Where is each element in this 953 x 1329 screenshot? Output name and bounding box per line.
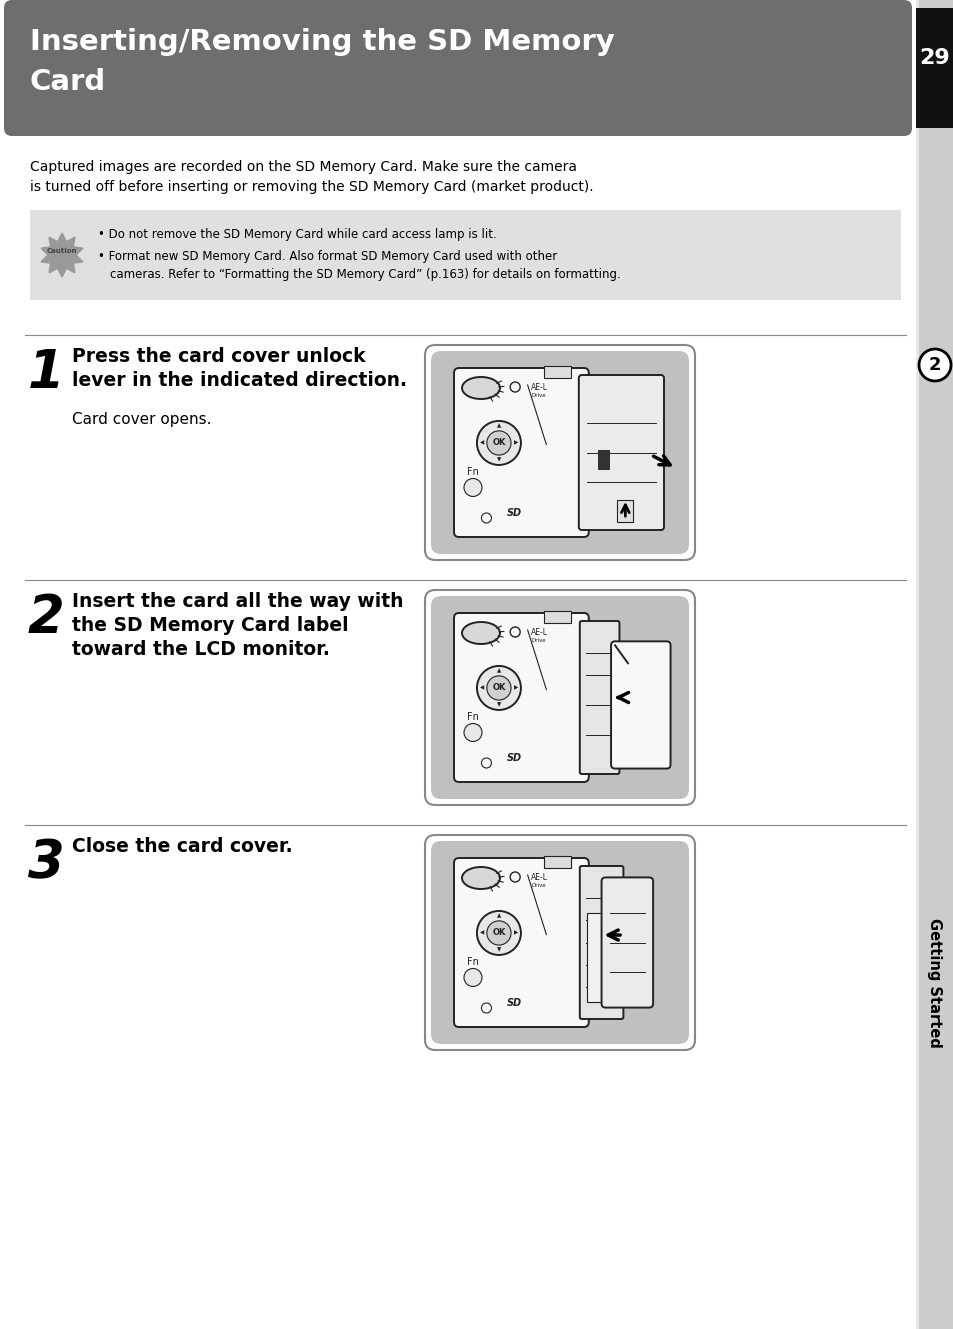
Text: ▶: ▶ bbox=[514, 440, 517, 445]
Text: ▶: ▶ bbox=[514, 930, 517, 936]
Circle shape bbox=[476, 421, 520, 465]
FancyBboxPatch shape bbox=[424, 590, 695, 805]
Text: Close the card cover.: Close the card cover. bbox=[71, 837, 293, 856]
FancyBboxPatch shape bbox=[431, 595, 688, 799]
Text: 2: 2 bbox=[928, 356, 941, 373]
Circle shape bbox=[918, 350, 950, 381]
FancyBboxPatch shape bbox=[579, 621, 618, 773]
Ellipse shape bbox=[461, 377, 499, 399]
Text: OK: OK bbox=[492, 439, 505, 448]
Polygon shape bbox=[41, 233, 83, 276]
Text: ◀: ◀ bbox=[479, 686, 483, 691]
FancyBboxPatch shape bbox=[454, 368, 588, 537]
Text: SD: SD bbox=[506, 508, 521, 518]
Text: Drive: Drive bbox=[531, 638, 545, 643]
Ellipse shape bbox=[461, 867, 499, 889]
Text: the SD Memory Card label: the SD Memory Card label bbox=[71, 617, 348, 635]
Bar bbox=[543, 611, 571, 623]
Ellipse shape bbox=[461, 622, 499, 645]
FancyBboxPatch shape bbox=[579, 867, 622, 1019]
Text: SD: SD bbox=[506, 998, 521, 1007]
Text: Captured images are recorded on the SD Memory Card. Make sure the camera: Captured images are recorded on the SD M… bbox=[30, 159, 577, 174]
Text: Drive: Drive bbox=[531, 882, 545, 888]
Text: ◀: ◀ bbox=[479, 930, 483, 936]
Text: ◀: ◀ bbox=[479, 440, 483, 445]
Text: • Format new SD Memory Card. Also format SD Memory Card used with other: • Format new SD Memory Card. Also format… bbox=[98, 250, 557, 263]
Text: ▶: ▶ bbox=[514, 686, 517, 691]
Text: 29: 29 bbox=[919, 48, 949, 68]
FancyBboxPatch shape bbox=[431, 351, 688, 554]
Bar bbox=[915, 8, 953, 128]
Bar bbox=[30, 210, 900, 300]
Circle shape bbox=[486, 676, 511, 700]
Circle shape bbox=[463, 478, 481, 497]
Text: Fn: Fn bbox=[467, 468, 478, 477]
Text: Fn: Fn bbox=[467, 712, 478, 723]
Text: SD: SD bbox=[506, 754, 521, 763]
Text: ▲: ▲ bbox=[497, 668, 500, 674]
Text: lever in the indicated direction.: lever in the indicated direction. bbox=[71, 371, 407, 389]
Text: Press the card cover unlock: Press the card cover unlock bbox=[71, 347, 365, 365]
FancyBboxPatch shape bbox=[454, 859, 588, 1027]
Text: toward the LCD monitor.: toward the LCD monitor. bbox=[71, 641, 330, 659]
Circle shape bbox=[463, 723, 481, 742]
Text: OK: OK bbox=[492, 929, 505, 937]
Text: cameras. Refer to “Formatting the SD Memory Card” (p.163) for details on formatt: cameras. Refer to “Formatting the SD Mem… bbox=[110, 268, 620, 280]
Text: AE-L: AE-L bbox=[531, 383, 548, 392]
Bar bbox=[915, 0, 918, 1329]
Circle shape bbox=[486, 431, 511, 455]
Bar bbox=[586, 913, 614, 1002]
Text: ▲: ▲ bbox=[497, 913, 500, 918]
FancyBboxPatch shape bbox=[431, 841, 688, 1045]
Bar bbox=[543, 365, 571, 377]
FancyBboxPatch shape bbox=[424, 835, 695, 1050]
Text: Caution: Caution bbox=[47, 249, 77, 254]
Text: ▼: ▼ bbox=[497, 948, 500, 953]
Text: ▼: ▼ bbox=[497, 457, 500, 462]
FancyBboxPatch shape bbox=[454, 613, 588, 781]
Text: 3: 3 bbox=[28, 837, 65, 889]
Text: ▼: ▼ bbox=[497, 703, 500, 707]
Text: is turned off before inserting or removing the SD Memory Card (market product).: is turned off before inserting or removi… bbox=[30, 179, 593, 194]
Text: Fn: Fn bbox=[467, 957, 478, 968]
Text: 2: 2 bbox=[28, 591, 65, 645]
Text: Drive: Drive bbox=[531, 393, 545, 397]
Circle shape bbox=[463, 969, 481, 986]
Text: AE-L: AE-L bbox=[531, 629, 548, 637]
Bar bbox=[915, 0, 953, 1329]
Text: Insert the card all the way with: Insert the card all the way with bbox=[71, 591, 403, 611]
Bar bbox=[617, 500, 633, 522]
Text: Card cover opens.: Card cover opens. bbox=[71, 412, 212, 427]
Text: AE-L: AE-L bbox=[531, 873, 548, 882]
Text: 1: 1 bbox=[28, 347, 65, 399]
FancyBboxPatch shape bbox=[578, 375, 663, 530]
Bar bbox=[543, 856, 571, 868]
Circle shape bbox=[476, 910, 520, 956]
FancyBboxPatch shape bbox=[611, 642, 670, 768]
Text: ▲: ▲ bbox=[497, 424, 500, 428]
FancyBboxPatch shape bbox=[4, 0, 911, 136]
Text: Getting Started: Getting Started bbox=[926, 917, 942, 1047]
Text: Card: Card bbox=[30, 68, 106, 96]
Bar bbox=[598, 451, 609, 470]
Text: Inserting/Removing the SD Memory: Inserting/Removing the SD Memory bbox=[30, 28, 614, 56]
Circle shape bbox=[476, 666, 520, 710]
Circle shape bbox=[486, 921, 511, 945]
FancyBboxPatch shape bbox=[424, 346, 695, 560]
FancyBboxPatch shape bbox=[601, 877, 653, 1007]
Text: • Do not remove the SD Memory Card while card access lamp is lit.: • Do not remove the SD Memory Card while… bbox=[98, 229, 497, 241]
Text: OK: OK bbox=[492, 683, 505, 692]
